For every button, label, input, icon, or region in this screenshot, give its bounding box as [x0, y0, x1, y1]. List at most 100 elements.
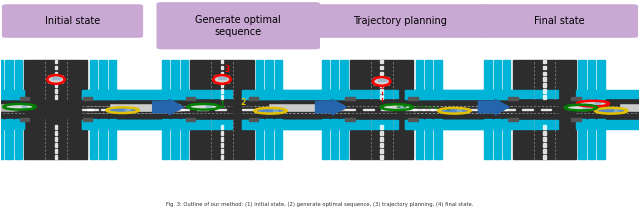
FancyBboxPatch shape — [580, 101, 606, 106]
Bar — [0, 120, 24, 123]
Bar — [221, 66, 223, 69]
Bar — [0, 60, 3, 99]
Bar — [308, 109, 319, 110]
Bar — [477, 109, 489, 110]
Bar — [55, 60, 57, 63]
Bar — [350, 60, 413, 159]
Bar — [484, 119, 492, 159]
FancyBboxPatch shape — [374, 77, 390, 86]
Bar — [242, 123, 350, 125]
Bar — [52, 77, 60, 79]
Bar — [405, 120, 513, 122]
Bar — [413, 120, 557, 123]
FancyBboxPatch shape — [2, 4, 143, 38]
Bar — [378, 79, 386, 81]
Bar — [162, 60, 169, 99]
Bar — [88, 123, 232, 126]
Bar — [88, 109, 99, 110]
Bar — [221, 77, 223, 81]
Bar — [83, 123, 191, 125]
Bar — [435, 60, 442, 99]
Bar — [543, 77, 546, 81]
Bar — [55, 131, 57, 135]
Bar — [0, 104, 14, 111]
Bar — [494, 119, 501, 159]
Bar — [253, 120, 398, 123]
Bar — [423, 109, 434, 110]
Bar — [242, 126, 350, 129]
Bar — [576, 93, 640, 95]
Bar — [256, 119, 263, 159]
Bar — [24, 60, 88, 159]
Bar — [55, 125, 57, 129]
Bar — [543, 131, 546, 135]
Bar — [415, 60, 423, 99]
Bar — [163, 104, 180, 111]
Bar — [156, 109, 166, 110]
Bar — [340, 119, 348, 159]
Text: Fig. 3: Outline of our method: (1) initial state, (2) generate optimal sequence,: Fig. 3: Outline of our method: (1) initi… — [166, 202, 474, 207]
Bar — [83, 118, 92, 121]
Bar — [0, 96, 24, 98]
Bar — [83, 120, 191, 123]
Bar — [256, 60, 263, 99]
Bar — [242, 120, 350, 122]
Bar — [191, 60, 253, 159]
FancyBboxPatch shape — [314, 4, 486, 38]
FancyBboxPatch shape — [191, 104, 216, 109]
Bar — [405, 126, 513, 128]
Bar — [83, 126, 191, 128]
Bar — [363, 109, 374, 110]
Bar — [242, 120, 350, 123]
Bar — [413, 93, 557, 95]
Bar — [326, 109, 337, 110]
Bar — [180, 119, 188, 159]
Bar — [504, 109, 515, 110]
Bar — [83, 96, 191, 99]
Bar — [253, 93, 398, 95]
Bar — [408, 118, 418, 121]
Bar — [242, 109, 253, 110]
Bar — [576, 126, 640, 129]
Bar — [405, 89, 513, 92]
Bar — [83, 126, 191, 129]
Bar — [595, 102, 600, 105]
Bar — [22, 105, 26, 108]
Bar — [594, 109, 605, 110]
Bar — [290, 109, 301, 110]
Bar — [242, 99, 557, 119]
Bar — [273, 109, 277, 112]
Bar — [83, 99, 398, 119]
Bar — [253, 126, 398, 129]
Text: Final state: Final state — [534, 16, 584, 26]
Bar — [321, 119, 329, 159]
Bar — [221, 143, 223, 147]
Bar — [405, 123, 513, 126]
Bar — [221, 60, 223, 63]
Bar — [253, 123, 398, 126]
FancyBboxPatch shape — [479, 4, 638, 38]
Bar — [576, 120, 640, 123]
Bar — [494, 60, 501, 99]
Bar — [83, 96, 191, 98]
Bar — [278, 109, 289, 110]
Bar — [266, 60, 273, 99]
Bar — [55, 77, 57, 81]
Bar — [55, 66, 57, 69]
Bar — [543, 72, 546, 75]
FancyBboxPatch shape — [442, 108, 467, 113]
Bar — [381, 109, 392, 110]
Bar — [405, 120, 513, 123]
Bar — [0, 126, 24, 129]
Bar — [88, 93, 232, 95]
Bar — [380, 131, 383, 135]
Bar — [543, 149, 546, 153]
Bar — [543, 89, 546, 93]
Bar — [380, 83, 383, 87]
Bar — [15, 60, 22, 99]
Bar — [541, 109, 552, 110]
Bar — [55, 149, 57, 153]
Bar — [583, 106, 588, 109]
Bar — [405, 99, 640, 119]
Bar — [5, 60, 13, 99]
